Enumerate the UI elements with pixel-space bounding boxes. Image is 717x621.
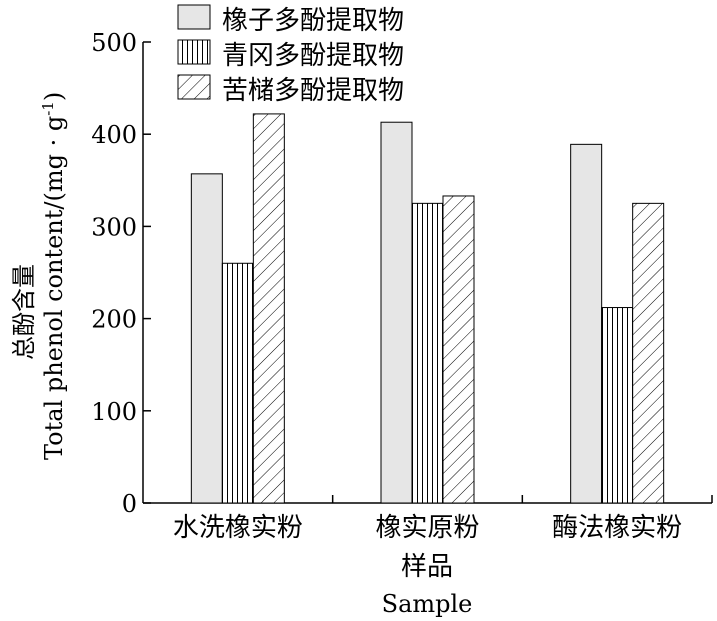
legend-swatch-1 xyxy=(177,39,211,65)
y-tick-label: 100 xyxy=(91,398,137,426)
y-tick-label: 500 xyxy=(91,29,137,57)
y-ticks: 0 100 200 300 400 500 xyxy=(91,29,151,518)
bar-2-0 xyxy=(570,143,603,504)
y-tick-label: 400 xyxy=(91,121,137,149)
legend: 橡子多酚提取物 青冈多酚提取物 苦槠多酚提取物 xyxy=(177,4,404,106)
legend-label-0: 橡子多酚提取物 xyxy=(222,6,404,36)
legend-swatch-0 xyxy=(177,4,211,30)
x-ticks xyxy=(331,495,713,503)
y-axis-title-cn: 总酚含量 xyxy=(10,264,38,360)
y-tick-label: 300 xyxy=(91,213,137,241)
bar-1-0 xyxy=(380,121,413,504)
y-tick-label: 200 xyxy=(91,306,137,334)
y-axis-title-close: ) xyxy=(40,92,68,101)
legend-item-2: 苦槠多酚提取物 xyxy=(177,74,404,106)
y-tick-label: 0 xyxy=(122,490,137,518)
category-label-1: 橡实原粉 xyxy=(375,513,479,543)
bar-0-0 xyxy=(190,173,223,504)
y-axis-title: Total phenol content/(mg · g-1) xyxy=(39,92,68,460)
category-label-0: 水洗橡实粉 xyxy=(173,513,303,543)
category-label-2: 酶法橡实粉 xyxy=(552,513,682,543)
x-axis-title-en: Sample xyxy=(382,590,473,618)
legend-label-2: 苦槠多酚提取物 xyxy=(222,76,404,106)
svg-text:Total phenol content/(mg · g-1: Total phenol content/(mg · g-1) xyxy=(39,92,68,460)
legend-item-0: 橡子多酚提取物 xyxy=(177,4,404,36)
bar-0-1 xyxy=(221,262,254,504)
bar-2-1 xyxy=(601,307,634,504)
category-labels: 水洗橡实粉 橡实原粉 酶法橡实粉 xyxy=(173,513,682,543)
y-axis-title-cn-group: 总酚含量 xyxy=(10,264,38,360)
bar-0-2 xyxy=(252,113,285,504)
bars xyxy=(190,113,665,504)
legend-swatch-2 xyxy=(177,74,211,100)
legend-item-1: 青冈多酚提取物 xyxy=(177,39,404,71)
y-axis-title-en: Total phenol content/(mg · g xyxy=(40,116,68,460)
bar-1-2 xyxy=(442,195,475,504)
legend-label-1: 青冈多酚提取物 xyxy=(222,41,404,71)
x-axis-title-cn: 样品 xyxy=(401,552,453,582)
bar-1-1 xyxy=(411,202,444,504)
y-axis-title-unit-sup: -1 xyxy=(39,101,57,116)
bar-2-2 xyxy=(632,202,665,504)
